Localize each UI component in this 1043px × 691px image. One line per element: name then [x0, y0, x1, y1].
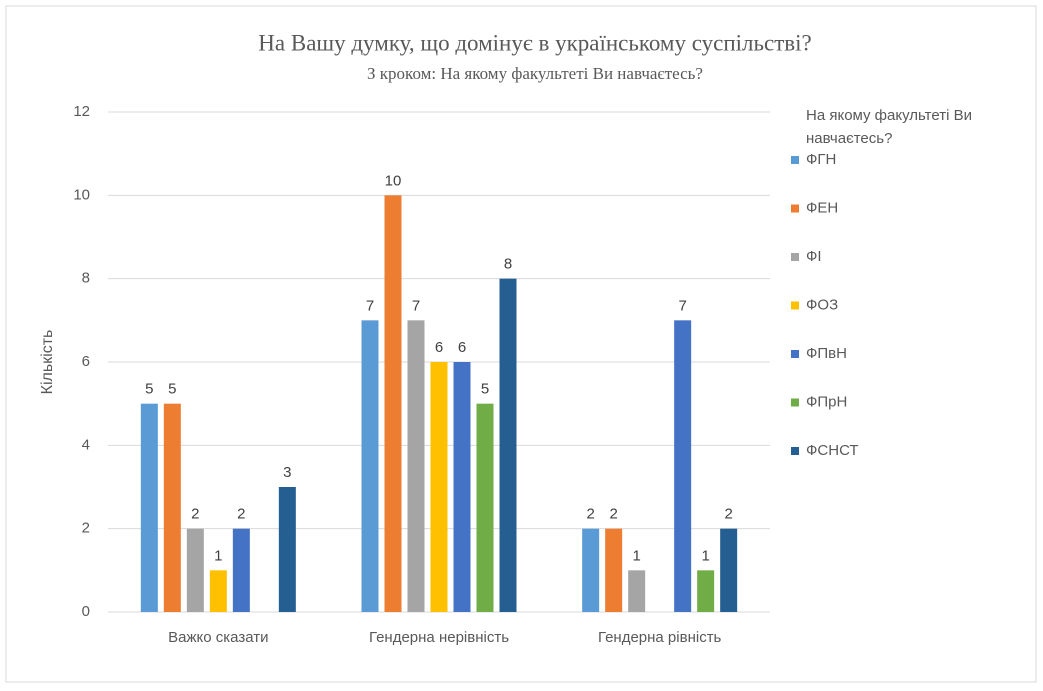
- data-label: 2: [586, 506, 594, 523]
- data-label: 10: [385, 172, 402, 189]
- legend-label: ФЕН: [806, 199, 838, 216]
- legend-swatch: [791, 447, 799, 455]
- bar: [407, 320, 425, 612]
- data-label: 5: [168, 381, 176, 398]
- data-label: 2: [237, 506, 245, 523]
- data-label: 6: [435, 339, 443, 356]
- data-label: 8: [504, 256, 512, 273]
- y-tick-label: 12: [73, 103, 90, 120]
- bar: [628, 570, 646, 612]
- chart-title: На Вашу думку, що домінує в українському…: [258, 30, 811, 55]
- legend-label: ФГН: [806, 151, 836, 168]
- data-label: 2: [609, 506, 617, 523]
- legend-swatch: [791, 204, 799, 213]
- bar: [674, 320, 692, 612]
- bar: [361, 320, 379, 612]
- bar: [186, 528, 204, 612]
- bar: [720, 528, 738, 612]
- y-tick-label: 10: [73, 186, 90, 203]
- y-tick-label: 2: [82, 520, 90, 537]
- legend-label: ФПвН: [806, 345, 847, 362]
- legend-swatch: [791, 301, 799, 310]
- y-tick-label: 4: [82, 436, 90, 453]
- data-label: 7: [678, 297, 686, 314]
- data-label: 2: [724, 506, 732, 523]
- bar: [582, 528, 600, 612]
- data-label: 3: [283, 464, 291, 481]
- bar: [476, 403, 494, 612]
- data-label: 5: [481, 381, 489, 398]
- data-label: 1: [632, 547, 640, 564]
- legend-swatch: [791, 398, 799, 407]
- bar: [499, 278, 517, 612]
- data-label: 2: [191, 506, 199, 523]
- data-label: 1: [701, 547, 709, 564]
- y-tick-label: 8: [82, 270, 90, 287]
- legend-label: ФІ: [806, 248, 822, 265]
- bar: [430, 362, 448, 612]
- y-tick-label: 0: [82, 603, 90, 620]
- y-axis-label: Кількість: [39, 330, 56, 395]
- chart-subtitle: З кроком: На якому факультеті Ви навчаєт…: [367, 64, 703, 83]
- x-tick-label: Гендерна нерівність: [369, 629, 509, 646]
- legend-swatch: [791, 156, 799, 164]
- bar: [384, 195, 402, 613]
- x-tick-label: Важко сказати: [168, 629, 268, 646]
- bar: [232, 528, 250, 612]
- bar: [209, 570, 227, 612]
- data-label: 7: [366, 297, 374, 314]
- bar: [140, 403, 158, 612]
- bar: [163, 403, 181, 612]
- bar: [278, 487, 296, 612]
- bar: [453, 362, 471, 612]
- data-label: 6: [458, 339, 466, 356]
- legend-swatch: [791, 253, 799, 261]
- legend-label: ФПрН: [806, 393, 847, 410]
- legend-title: На якому факультеті Ви навчаєтесь?: [806, 107, 972, 147]
- data-label: 1: [214, 547, 222, 564]
- legend-swatch: [791, 350, 799, 358]
- legend-label: ФОЗ: [806, 296, 838, 313]
- bar: [697, 570, 715, 612]
- y-tick-label: 6: [82, 353, 90, 370]
- x-tick-label: Гендерна рівність: [598, 629, 722, 646]
- data-label: 7: [412, 297, 420, 314]
- data-label: 5: [145, 381, 153, 398]
- bar: [605, 528, 623, 612]
- legend-label: ФСНСТ: [806, 442, 859, 459]
